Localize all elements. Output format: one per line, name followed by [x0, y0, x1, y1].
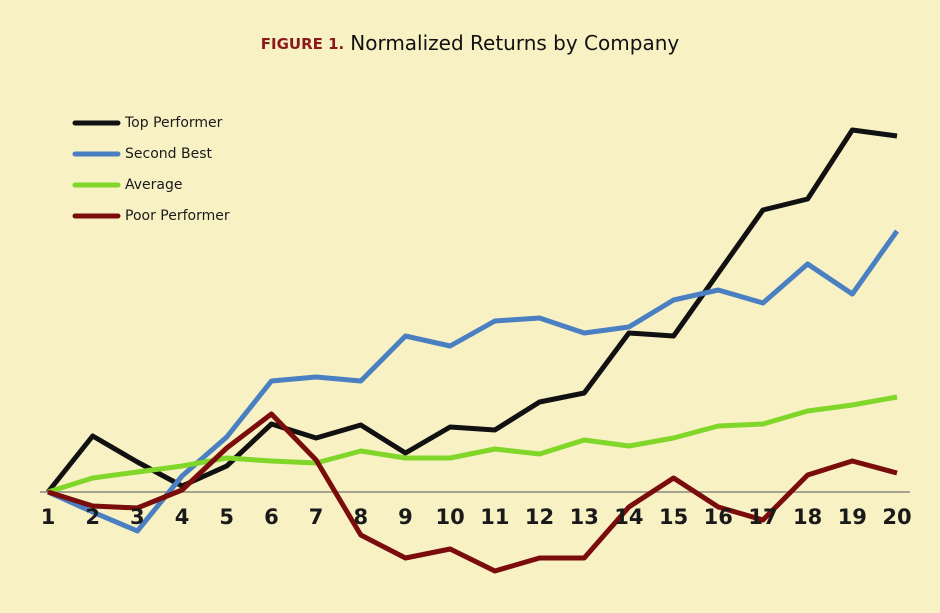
x-tick-label: 13: [570, 505, 599, 529]
x-tick-label: 10: [436, 505, 465, 529]
x-tick-label: 16: [704, 505, 733, 529]
x-tick-label: 14: [614, 505, 643, 529]
x-tick-label: 18: [793, 505, 822, 529]
x-tick-label: 17: [748, 505, 777, 529]
x-tick-label: 9: [398, 505, 413, 529]
x-tick-label: 2: [85, 505, 100, 529]
x-tick-label: 7: [309, 505, 324, 529]
chart-title: FIGURE 1. Normalized Returns by Company: [261, 31, 680, 55]
x-tick-label: 15: [659, 505, 688, 529]
x-tick-label: 5: [219, 505, 234, 529]
x-tick-label: 19: [838, 505, 867, 529]
legend-label: Top Performer: [124, 115, 223, 131]
legend-label: Second Best: [125, 146, 212, 162]
x-tick-label: 1: [41, 505, 56, 529]
figure-label: FIGURE 1.: [261, 35, 344, 53]
series-line: [46, 229, 900, 534]
legend-label: Poor Performer: [125, 208, 230, 224]
legend-label: Average: [125, 177, 183, 193]
x-tick-label: 6: [264, 505, 279, 529]
x-tick-label: 20: [882, 505, 911, 529]
x-tick-label: 11: [480, 505, 509, 529]
series-line: [47, 411, 898, 574]
x-tick-label: 12: [525, 505, 554, 529]
x-tick-label: 8: [353, 505, 368, 529]
title-text: Normalized Returns by Company: [350, 31, 679, 55]
x-tick-label: 4: [175, 505, 190, 529]
series-line: [47, 394, 898, 495]
x-tick-label: 3: [130, 505, 145, 529]
